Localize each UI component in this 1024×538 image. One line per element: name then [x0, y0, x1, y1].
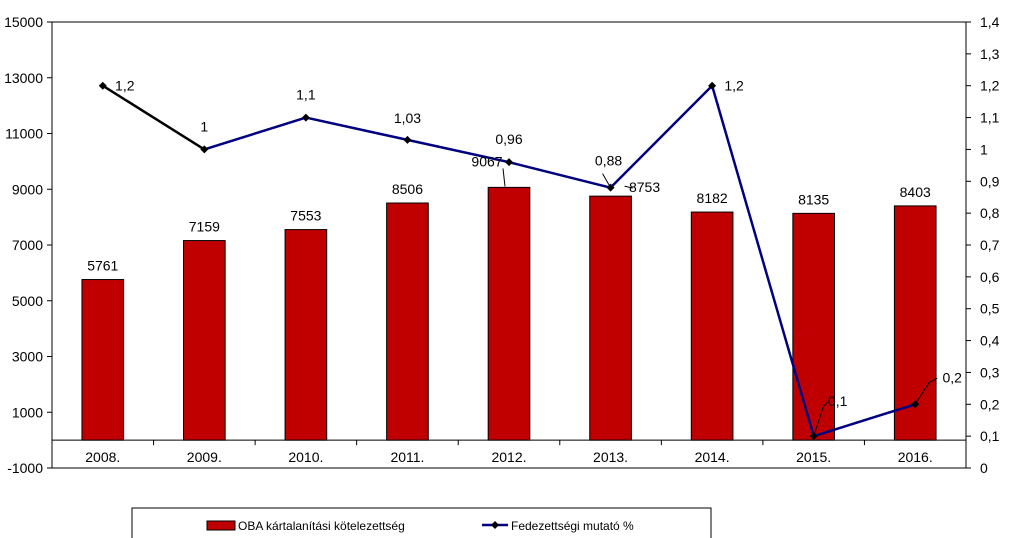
y-right-tick-label: 0,5	[980, 301, 1000, 317]
line-segment	[508, 160, 611, 189]
legend: OBA kártalanítási kötelezettség Fedezetts…	[131, 507, 712, 538]
bar-value-label: 8753	[629, 179, 660, 195]
label-leader	[813, 401, 829, 437]
y-left-tick-label: 9000	[12, 181, 43, 197]
y-right-tick-label: 1,4	[980, 14, 1000, 30]
line-value-label: 1,03	[394, 110, 421, 126]
bar-value-label: 7553	[290, 208, 321, 224]
line-value-label: 1	[200, 118, 208, 134]
bar-value-label: 9067	[471, 153, 502, 169]
legend-line-marker	[491, 521, 499, 529]
legend-bar-swatch	[206, 520, 236, 531]
label-leader	[502, 168, 506, 187]
y-right-tick-label: 1	[980, 141, 988, 157]
category-label: 2015.	[796, 449, 831, 465]
y-right-tick-label: 0,1	[980, 428, 1000, 444]
bar-value-label: 8135	[798, 191, 829, 207]
y-left-tick-label: 13000	[4, 70, 43, 86]
line-segment	[609, 84, 713, 189]
bar	[690, 211, 734, 441]
category-label: 2011.	[390, 449, 424, 465]
bar	[589, 195, 632, 441]
y-right-tick-label: 1,1	[980, 110, 1000, 126]
line-marker	[708, 81, 717, 90]
bar	[183, 240, 226, 441]
y-right-tick-label: 0,4	[980, 333, 1000, 349]
line-marker	[403, 135, 412, 144]
line-segment	[203, 116, 307, 151]
category-label: 2013.	[593, 449, 628, 465]
label-leader	[624, 185, 633, 189]
line-value-label: 0,88	[595, 153, 622, 169]
legend-bar-label: OBA kártalanítási kötelezettség	[238, 519, 405, 533]
chart-axes: 15000 13000 11000 9000 7000 5000 3000 1000 -1000…	[4, 14, 1000, 476]
line-marker	[200, 145, 209, 154]
category-label: 2016.	[898, 449, 933, 465]
y-left-tick-label: 5000	[12, 293, 43, 309]
category-label: 2014.	[695, 449, 730, 465]
y-right-tick-label: 0,9	[980, 173, 1000, 189]
y-left-tick-label: 11000	[5, 126, 43, 142]
line-value-label: 0,2	[942, 369, 962, 385]
line-series	[98, 81, 920, 441]
line-value-label: 0,96	[495, 131, 522, 147]
line-segment	[813, 403, 916, 438]
category-label: 2012.	[491, 449, 526, 465]
y-right-tick-label: 1,2	[980, 78, 1000, 94]
category-label: 2010.	[288, 449, 323, 465]
bar	[284, 229, 328, 441]
y-right-tick-label: 0,6	[980, 269, 1000, 285]
y-right-tick-label: 0	[980, 460, 988, 476]
bar-value-label: 8403	[900, 184, 931, 200]
category-label: 2008.	[85, 449, 120, 465]
line-segment	[102, 84, 205, 151]
line-marker	[505, 158, 513, 167]
y-left-tick-label: -1000	[7, 460, 43, 476]
label-leader	[914, 377, 938, 405]
line-segment	[407, 138, 510, 164]
line-value-label: 1,2	[724, 78, 744, 94]
bar-value-label: 8506	[392, 181, 423, 197]
y-left-tick-label: 15000	[4, 14, 43, 30]
line-value-label: 0,1	[828, 393, 848, 409]
line-segment	[305, 116, 408, 142]
bar	[386, 202, 429, 441]
y-left-tick-label: 7000	[12, 237, 43, 253]
bar-value-label: 8182	[697, 190, 728, 206]
y-left-tick-label: 3000	[12, 349, 43, 365]
line-marker	[98, 81, 107, 90]
category-label: 2009.	[187, 449, 222, 465]
line-value-label: 1,2	[115, 78, 135, 94]
y-right-tick-label: 0,2	[980, 396, 1000, 412]
bar-value-label: 7159	[189, 219, 220, 235]
y-right-tick-label: 1,3	[980, 46, 1000, 62]
line-segment	[710, 85, 815, 437]
line-marker	[301, 113, 310, 122]
legend-line-label: Fedezettségi mutató %	[511, 519, 634, 533]
line-value-label: 1,1	[296, 87, 316, 103]
label-leader	[602, 173, 611, 188]
y-right-tick-label: 0,8	[980, 205, 1000, 221]
bar-value-label: 5761	[87, 258, 118, 274]
data-labels: 5761 7159 7553 8506 9067 8753 8182 8135 8403 1,2 1…	[87, 78, 962, 437]
y-right-tick-label: 0,3	[980, 364, 1000, 380]
bar	[81, 279, 125, 441]
y-left-tick-label: 1000	[12, 404, 43, 420]
y-right-tick-label: 0,7	[980, 237, 1000, 253]
bar	[487, 186, 531, 441]
